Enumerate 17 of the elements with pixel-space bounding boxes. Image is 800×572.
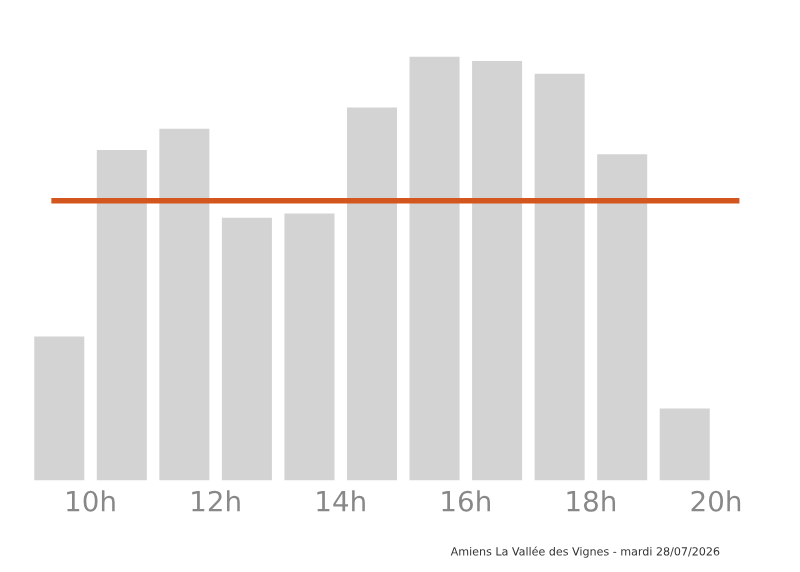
x-tick-label: 14h [317, 490, 365, 512]
x-tick-label: 20h [691, 490, 741, 512]
bar [659, 408, 710, 481]
x-tick-label: 16h [442, 490, 490, 512]
bar [472, 61, 523, 481]
bar [96, 149, 147, 481]
x-tick-label: 18h [567, 490, 616, 512]
x-tick-label: 12h [192, 490, 240, 512]
bar [346, 107, 398, 481]
bar [221, 217, 272, 481]
bar [159, 128, 210, 481]
x-tick-label: 10h [67, 490, 115, 512]
bar [284, 213, 335, 481]
bar [597, 154, 648, 481]
bar [534, 73, 585, 481]
bar [409, 56, 460, 481]
bar [34, 336, 85, 481]
